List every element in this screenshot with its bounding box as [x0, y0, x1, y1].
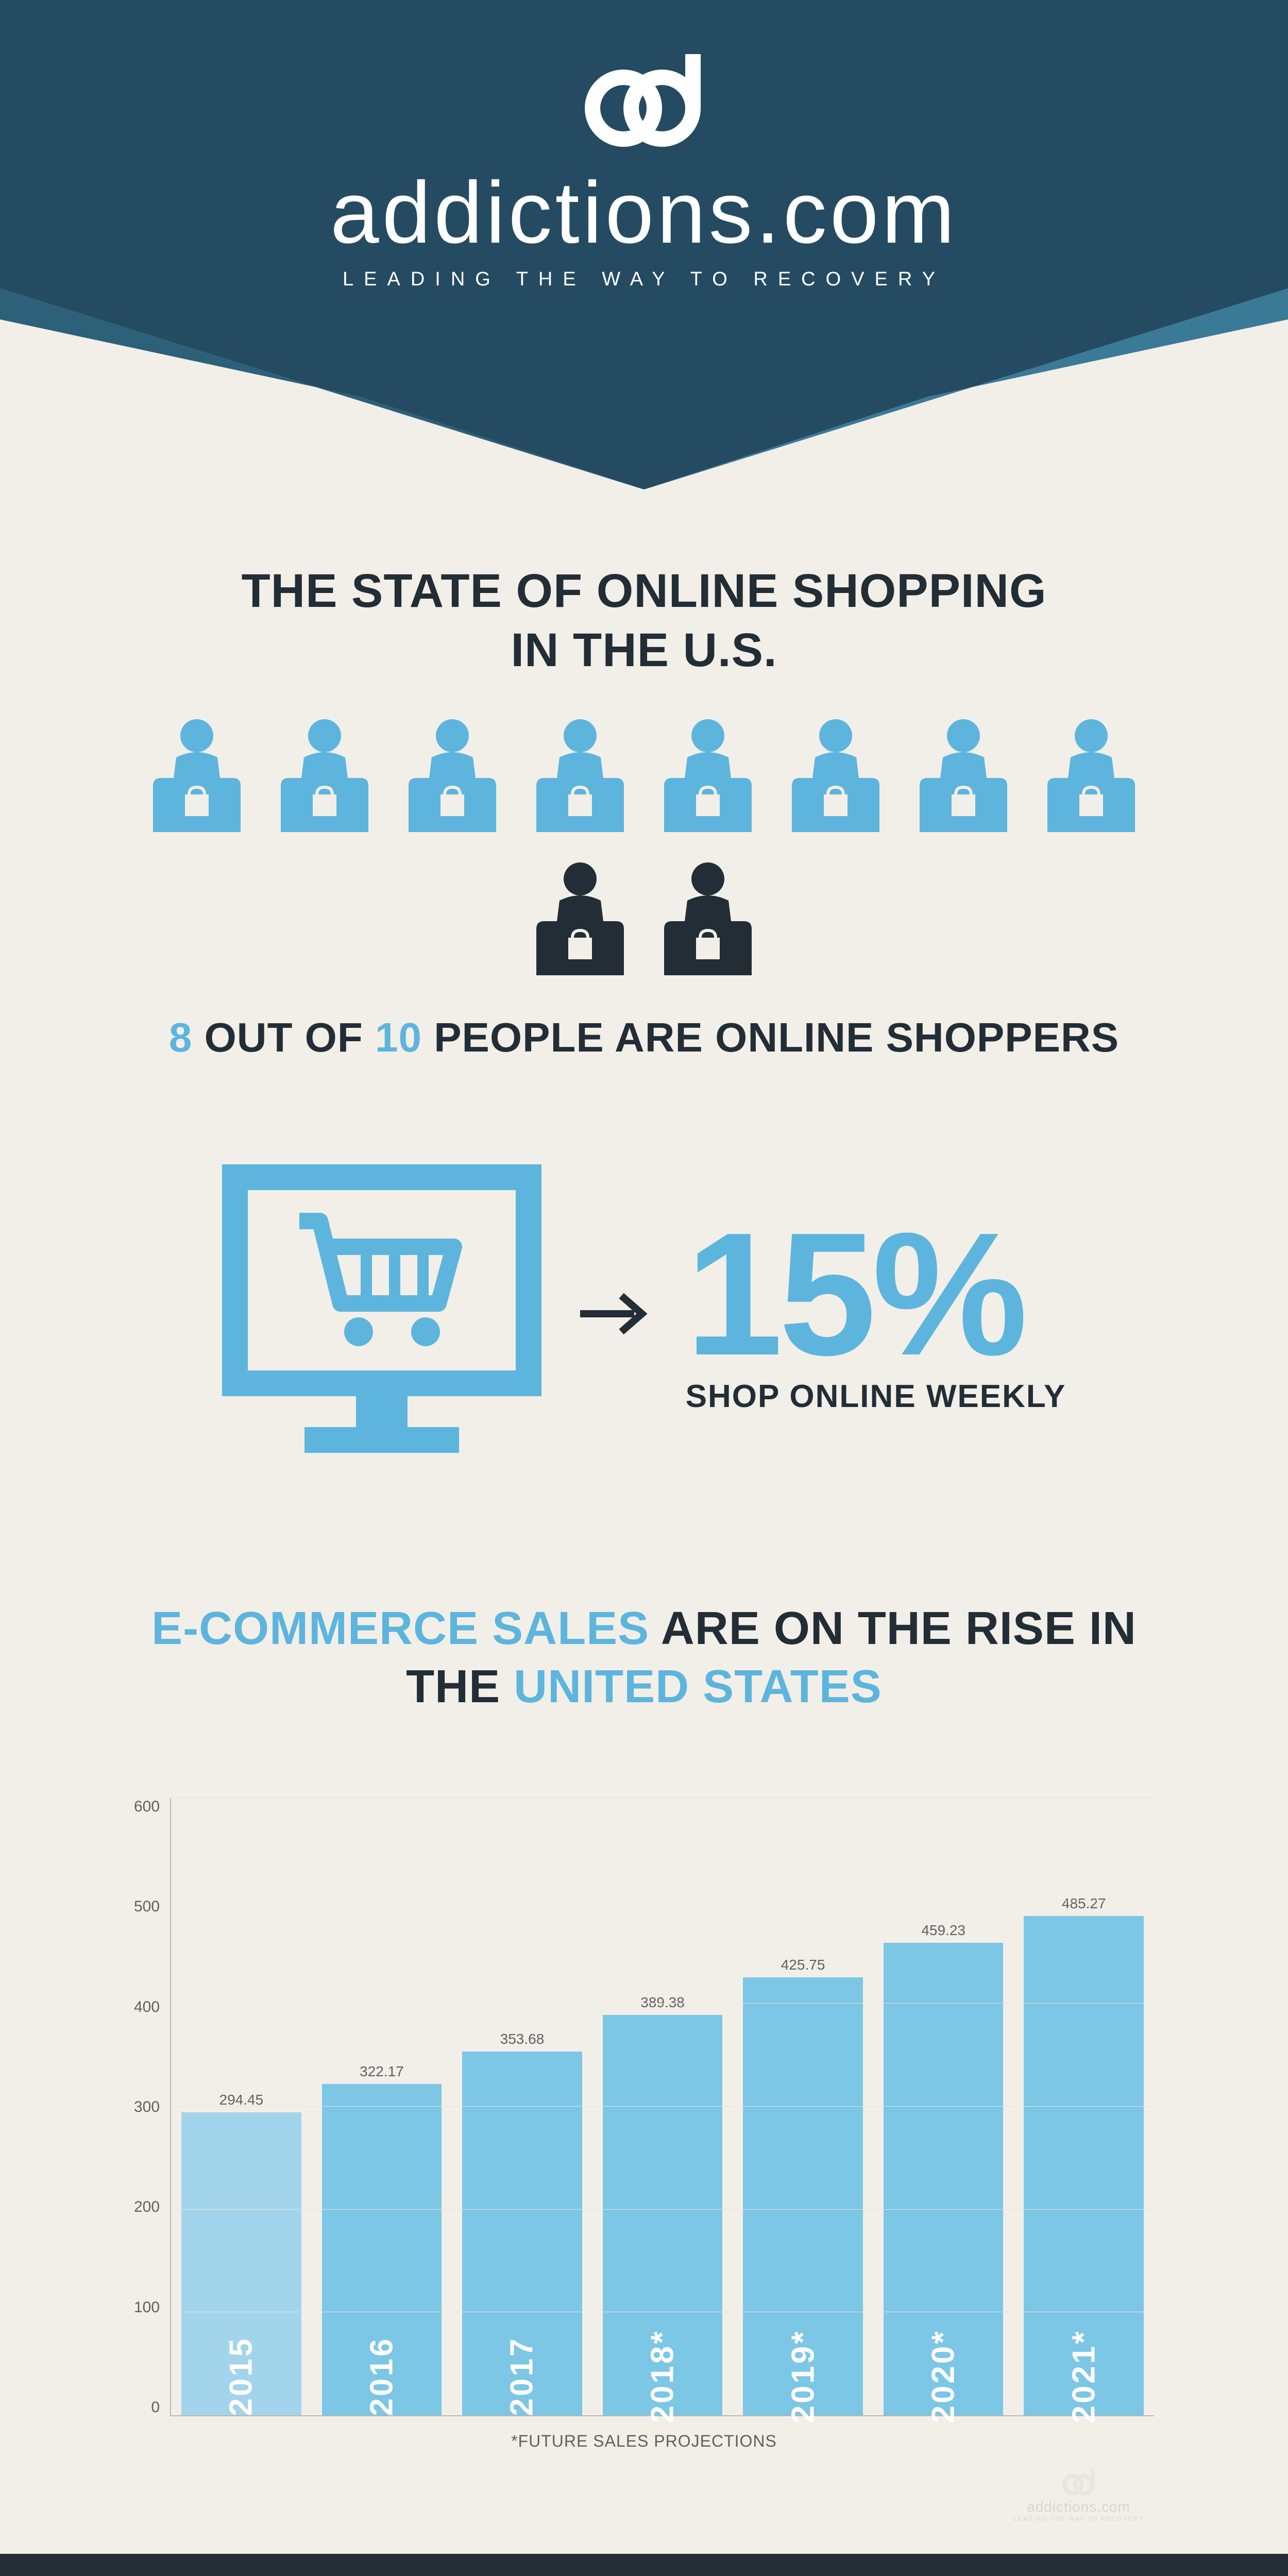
bar-year-label: 2016	[363, 2337, 400, 2416]
y-tick-label: 100	[134, 2299, 160, 2316]
bar-year-label: 2021*	[1065, 2329, 1102, 2423]
watermark: addictions.com LEADING THE WAY TO RECOVE…	[1013, 2467, 1144, 2522]
caption-suffix: PEOPLE ARE ONLINE SHOPPERS	[422, 1014, 1119, 1060]
bar-value-label: 353.68	[500, 2031, 545, 2047]
bar-column: 485.27 2021*	[1024, 1798, 1144, 2415]
section1-title: THE STATE OF ONLINE SHOPPING IN THE U.S.	[134, 562, 1154, 680]
caption-mid: OUT OF	[192, 1014, 375, 1060]
watermark-text: addictions.com	[1013, 2499, 1144, 2515]
shopper-icon	[403, 716, 501, 835]
bar-value-label: 425.75	[781, 1957, 825, 1973]
watermark-tag: LEADING THE WAY TO RECOVERY	[1013, 2515, 1144, 2522]
content-area: THE STATE OF ONLINE SHOPPING IN THE U.S.	[0, 562, 1288, 2451]
ecommerce-bar-chart: 600 500 400 300 200 100 0 294.452015 322.17 2016…	[134, 1798, 1154, 2451]
title2-part1: E-COMMERCE SALES	[151, 1603, 649, 1654]
bar-column: 459.23 2020*	[884, 1798, 1004, 2415]
bar-value-label: 389.38	[640, 1994, 685, 2011]
infographic-page: addictions.com LEADING THE WAY TO RECOVE…	[0, 0, 1288, 2576]
bar-column: 389.38 2018*	[603, 1798, 723, 2415]
chart-y-axis: 600 500 400 300 200 100 0	[134, 1798, 170, 2416]
brand-tagline: LEADING THE WAY TO RECOVERY	[330, 268, 958, 291]
y-tick-label: 300	[134, 2098, 160, 2116]
shopper-row-offline	[134, 859, 1154, 978]
grid-line	[171, 2209, 1154, 2210]
weekly-stat-value: 15%	[686, 1215, 1066, 1373]
bar: 2016	[322, 2084, 442, 2415]
monitor-cart-icon	[222, 1164, 541, 1466]
brand-logo-block: addictions.com LEADING THE WAY TO RECOVE…	[330, 46, 958, 291]
header-banner: addictions.com LEADING THE WAY TO RECOVE…	[0, 0, 1288, 489]
title1-line2: IN THE U.S.	[511, 624, 777, 676]
bar-column: 294.452015	[181, 1798, 301, 2415]
weekly-stat-block: 15% SHOP ONLINE WEEKLY	[686, 1215, 1066, 1415]
bar-year-label: 2015	[223, 2337, 260, 2416]
shopper-icon	[531, 716, 629, 835]
y-tick-label: 0	[151, 2399, 160, 2416]
brand-name: addictions.com	[330, 162, 958, 263]
brand-logo-icon	[330, 46, 958, 152]
grid-line	[171, 2106, 1154, 2107]
shopper-icon	[787, 716, 885, 835]
shopper-icon	[148, 716, 246, 835]
source-footer: Source : statista.com/statistics/272391/…	[0, 2554, 1288, 2576]
bar-column: 322.17 2016	[322, 1798, 442, 2415]
bar-column: 425.75 2019*	[743, 1798, 863, 2415]
shopper-icon	[276, 716, 374, 835]
bar-year-label: 2018*	[645, 2329, 681, 2423]
shopper-icon	[659, 859, 757, 978]
weekly-stat-label: SHOP ONLINE WEEKLY	[686, 1378, 1066, 1415]
shopper-caption: 8 OUT OF 10 PEOPLE ARE ONLINE SHOPPERS	[134, 1014, 1154, 1061]
y-tick-label: 200	[134, 2198, 160, 2216]
caption-num1: 8	[169, 1014, 193, 1060]
bar-year-label: 2020*	[925, 2329, 962, 2423]
shopper-icon	[659, 716, 757, 835]
grid-line	[171, 2003, 1154, 2004]
bar-value-label: 485.27	[1062, 1895, 1106, 1912]
bar: 2018*	[603, 2015, 723, 2415]
section3-title: E-COMMERCE SALES ARE ON THE RISE IN THE …	[134, 1600, 1154, 1716]
shopper-row-online	[134, 716, 1154, 835]
bar: 2019*	[743, 1977, 863, 2415]
title2-part2: ARE ON THE RISE IN	[649, 1603, 1137, 1654]
arrow-icon	[578, 1285, 650, 1345]
y-tick-label: 600	[134, 1798, 160, 1816]
bar-value-label: 322.17	[360, 2063, 404, 2080]
chart-plot-area: 294.452015 322.17 2016 353.68 2017 389.38 2018…	[170, 1798, 1154, 2416]
bar-value-label: 459.23	[921, 1922, 965, 1939]
title1-line1: THE STATE OF ONLINE SHOPPING	[241, 565, 1046, 617]
chart-bars-container: 294.452015 322.17 2016 353.68 2017 389.38 2018…	[171, 1798, 1154, 2415]
bar-year-label: 2019*	[785, 2329, 821, 2423]
bar: 2020*	[884, 1943, 1004, 2415]
bar-year-label: 2017	[504, 2337, 540, 2416]
bar: 2021*	[1024, 1916, 1144, 2415]
chart-footnote: *FUTURE SALES PROJECTIONS	[134, 2432, 1154, 2451]
bar: 2015	[181, 2112, 301, 2415]
y-tick-label: 400	[134, 1998, 160, 2016]
shopper-icon	[1042, 716, 1140, 835]
title2-line2-accent: UNITED STATES	[514, 1661, 882, 1713]
shopper-icon	[914, 716, 1012, 835]
bar-column: 353.68 2017	[462, 1798, 582, 2415]
caption-num2: 10	[375, 1014, 422, 1060]
title2-line2-prefix: THE	[406, 1661, 514, 1713]
weekly-shop-stat-row: 15% SHOP ONLINE WEEKLY	[134, 1164, 1154, 1466]
shopper-icon	[531, 859, 629, 978]
y-tick-label: 500	[134, 1898, 160, 1916]
